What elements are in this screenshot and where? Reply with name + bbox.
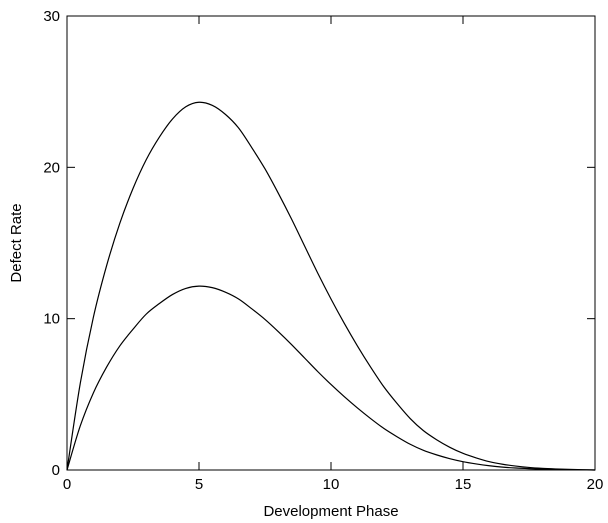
- ticks: 0 5 10 15 20 0 10 20 30: [43, 8, 603, 493]
- y-tick-label: 30: [43, 8, 60, 25]
- x-tick-label: 10: [323, 476, 340, 493]
- series-line-2: [66, 285, 596, 471]
- series-line-1: [66, 101, 596, 471]
- x-tick-label: 20: [587, 476, 604, 493]
- series-layer: [66, 101, 596, 471]
- y-tick-label: 20: [43, 159, 60, 176]
- y-tick-label: 0: [52, 462, 60, 479]
- y-axis-label: Defect Rate: [8, 203, 25, 282]
- x-tick-label: 0: [63, 476, 71, 493]
- x-tick-label: 15: [455, 476, 472, 493]
- y-tick-label: 10: [43, 311, 60, 328]
- plot-frame: [66, 15, 596, 471]
- x-tick-label: 5: [195, 476, 203, 493]
- x-axis-label: Development Phase: [263, 503, 398, 520]
